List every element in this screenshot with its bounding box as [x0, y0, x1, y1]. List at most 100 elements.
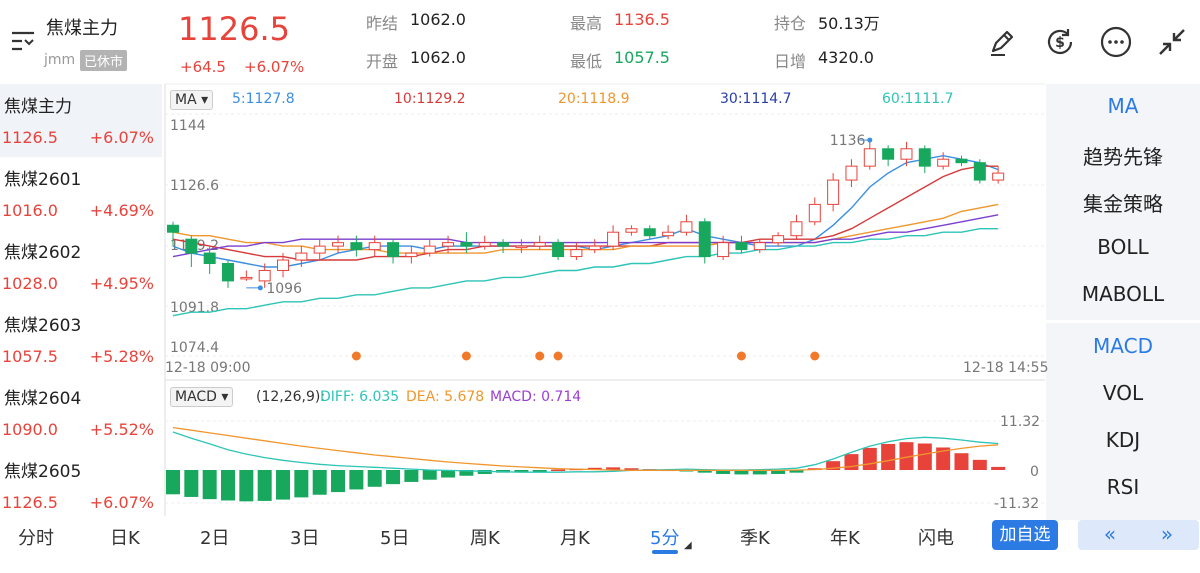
contract-code: jmm — [44, 52, 76, 68]
macd-bar — [697, 470, 712, 473]
indicator-集金策略[interactable]: 集金策略 — [1083, 192, 1163, 216]
signal-dot — [461, 351, 471, 361]
contract-pct: +6.07% — [89, 128, 154, 147]
candle-body — [277, 259, 290, 271]
signal-dot — [810, 351, 820, 361]
ma-selector[interactable]: MA ▾ — [170, 90, 214, 110]
contract-price: 1016.0 — [2, 201, 58, 220]
indicator-maboll[interactable]: MABOLL — [1081, 282, 1165, 306]
menu-icon[interactable] — [10, 30, 36, 52]
macd-axis-label: 0 — [1030, 464, 1039, 480]
macd-bar — [221, 470, 236, 501]
indicator-ma[interactable]: MA — [1107, 94, 1139, 118]
macd-bar — [551, 469, 566, 472]
candle-body — [753, 242, 766, 251]
tab-5[interactable]: 周K — [470, 528, 500, 549]
macd-bar — [844, 454, 859, 470]
contract-pct: +5.52% — [89, 420, 154, 439]
macd-bar — [239, 470, 254, 502]
tab-7[interactable]: 5分 — [650, 528, 680, 549]
macd-bar — [862, 447, 877, 470]
macd-bar — [404, 470, 419, 482]
contract-name: 焦煤2605 — [4, 462, 82, 482]
indicator-rsi[interactable]: RSI — [1106, 475, 1140, 499]
candle-body — [460, 242, 473, 247]
candle-body — [625, 228, 638, 233]
pen-icon[interactable] — [985, 25, 1019, 59]
macd-bar — [349, 470, 364, 490]
ma-legend-item: 5:1127.8 — [232, 91, 295, 107]
candle-body — [313, 245, 326, 254]
add-watchlist-button[interactable]: 加自选 — [992, 520, 1058, 550]
collapse-icon[interactable] — [1155, 25, 1189, 59]
next-button[interactable]: » — [1135, 520, 1199, 550]
macd-bar — [789, 470, 804, 473]
stat-value: 4320.0 — [818, 48, 874, 67]
ma5-line — [172, 154, 999, 268]
candle-body — [900, 148, 913, 160]
macd-bar — [386, 470, 401, 485]
tab-dropdown-icon: ◢ — [684, 540, 692, 551]
macd-selector[interactable]: MACD ▾ — [170, 387, 234, 407]
candle-body — [258, 269, 271, 282]
contract-item[interactable]: 焦煤2604 1090.0 +5.52% — [0, 376, 162, 449]
macd-bar — [734, 470, 749, 475]
tab-0[interactable]: 分时 — [18, 528, 54, 549]
candle-body — [918, 148, 931, 167]
candle-body — [607, 231, 620, 247]
macd-params: (12,26,9): — [256, 389, 326, 405]
macd-bar — [459, 470, 474, 476]
indicator-macd[interactable]: MACD — [1093, 334, 1153, 358]
contract-name: 焦煤主力 — [4, 97, 72, 117]
tab-3[interactable]: 3日 — [290, 528, 320, 549]
candle-body — [497, 242, 510, 247]
indicator-vol[interactable]: VOL — [1102, 381, 1144, 405]
macd-bar — [826, 461, 841, 470]
indicator-趋势先锋[interactable]: 趋势先锋 — [1083, 145, 1163, 169]
macd-diff: DIFF: 6.035 — [320, 389, 400, 405]
candle-body — [185, 238, 198, 254]
macd-bar — [257, 470, 272, 501]
more-icon[interactable] — [1099, 25, 1133, 59]
low-marker-label: 1096 — [266, 281, 302, 297]
macd-bar — [514, 470, 529, 472]
ma-legend-item: 60:1111.7 — [882, 91, 954, 107]
tab-4[interactable]: 5日 — [380, 528, 410, 549]
candle-body — [973, 162, 986, 181]
tab-10[interactable]: 闪电 — [918, 528, 954, 549]
candle-body — [203, 252, 216, 265]
indicator-boll[interactable]: BOLL — [1097, 235, 1149, 259]
candle-body — [167, 224, 179, 233]
macd-bar — [881, 443, 896, 470]
contract-item[interactable]: 焦煤2605 1126.5 +6.07% — [0, 449, 162, 522]
tab-9[interactable]: 年K — [830, 528, 860, 549]
contract-pct: +4.69% — [89, 201, 154, 220]
macd-axis-label: 11.32 — [1000, 414, 1040, 430]
ma-legend-item: 20:1118.9 — [558, 91, 630, 107]
tab-6[interactable]: 月K — [560, 528, 590, 549]
contract-item[interactable]: 焦煤2602 1028.0 +4.95% — [0, 230, 162, 303]
macd-bar — [166, 470, 180, 495]
contract-item[interactable]: 焦煤主力 1126.5 +6.07% — [0, 84, 162, 157]
contract-item[interactable]: 焦煤2603 1057.5 +5.28% — [0, 303, 162, 376]
candle-body — [588, 245, 601, 251]
indicator-kdj[interactable]: KDJ — [1105, 428, 1141, 452]
contract-name: 焦煤2604 — [4, 389, 82, 409]
tab-8[interactable]: 季K — [740, 528, 770, 549]
contract-list: 焦煤主力 1126.5 +6.07% 焦煤2601 1016.0 +4.69% 焦煤2602… — [0, 84, 162, 520]
panel-divider — [1046, 320, 1200, 323]
contract-item[interactable]: 焦煤2601 1016.0 +4.69% — [0, 157, 162, 230]
currency-swap-icon[interactable]: $ — [1043, 25, 1077, 59]
stat-label: 昨结 — [366, 14, 399, 33]
candle-body — [552, 242, 565, 258]
macd-bar — [422, 470, 437, 480]
tab-1[interactable]: 日K — [110, 528, 140, 549]
macd-bar — [532, 470, 547, 472]
candle-body — [423, 245, 436, 254]
contract-price: 1126.5 — [2, 493, 58, 512]
contract-name: 焦煤2601 — [4, 170, 82, 190]
stat-label: 开盘 — [366, 52, 399, 71]
tab-2[interactable]: 2日 — [200, 528, 230, 549]
prev-button[interactable]: « — [1078, 520, 1142, 550]
